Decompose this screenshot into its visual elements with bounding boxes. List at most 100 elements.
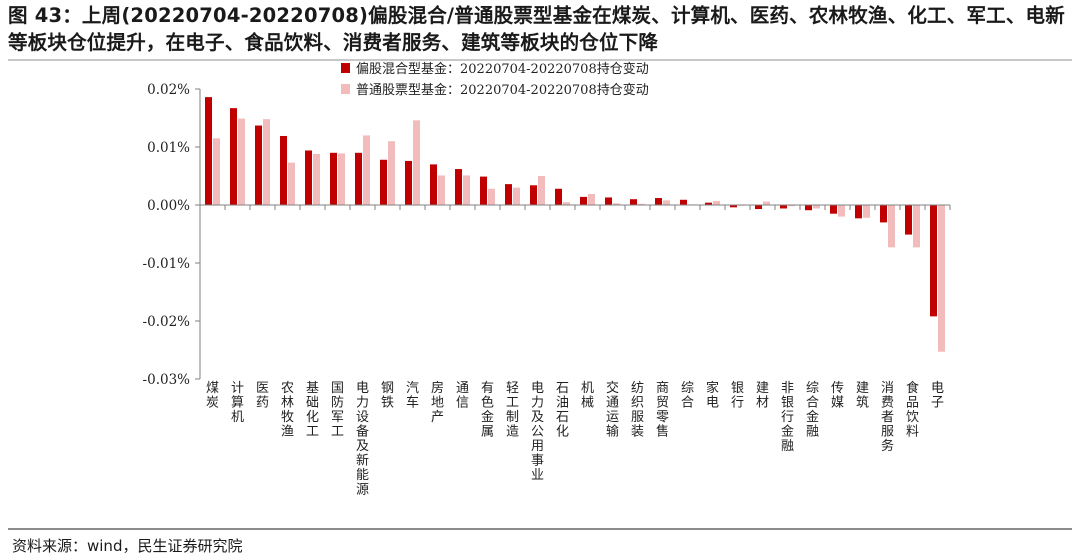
bar-series-2 (563, 202, 570, 205)
legend: 偏股混合型基金：20220704-20220708持仓变动普通股票型基金：202… (341, 61, 649, 98)
category-label: 纺织服装 (631, 381, 644, 440)
bar-series-1 (330, 152, 337, 205)
bar-series-2 (788, 205, 795, 207)
bar-series-1 (555, 188, 562, 205)
bar-series-2 (388, 141, 395, 205)
bar-series-2 (288, 162, 295, 205)
bar-series-1 (405, 160, 412, 205)
title-divider (8, 59, 1072, 61)
category-label: 机械 (581, 381, 594, 411)
y-tick-label: -0.03% (143, 372, 191, 388)
category-label: 商贸零售 (656, 381, 669, 440)
bar-series-2 (313, 153, 320, 205)
bar-series-1 (755, 205, 762, 210)
bar-series-2 (763, 201, 770, 205)
bar-series-1 (430, 164, 437, 205)
bar-series-1 (905, 205, 912, 235)
bar-series-2 (588, 193, 595, 205)
category-label: 医药 (256, 381, 269, 411)
bar-series-2 (213, 138, 220, 205)
category-label: 建筑 (856, 381, 869, 411)
bar-series-2 (338, 153, 345, 205)
bar-series-1 (255, 125, 262, 205)
bar-series-2 (663, 200, 670, 205)
bar-series-1 (230, 108, 237, 205)
legend-label-1: 偏股混合型基金：20220704-20220708持仓变动 (356, 61, 649, 77)
category-label: 非银行金融 (781, 381, 794, 454)
bar-series-1 (355, 152, 362, 205)
legend-label-2: 普通股票型基金：20220704-20220708持仓变动 (356, 82, 649, 98)
footer-divider (8, 528, 1072, 530)
category-label: 国防军工 (331, 381, 344, 440)
legend-swatch-2 (341, 84, 350, 94)
category-label: 汽车 (406, 381, 419, 411)
category-label: 电力设备及新能源 (356, 381, 369, 498)
y-tick-label: 0.00% (147, 198, 190, 214)
bar-series-2 (813, 205, 820, 209)
chart-title: 图 43：上周(20220704-20220708)偏股混合/普通股票型基金在煤… (8, 4, 1065, 54)
bar-series-2 (638, 203, 645, 205)
y-tick-label: 0.01% (147, 140, 190, 156)
bar-series-2 (913, 205, 920, 248)
bar-series-2 (488, 188, 495, 205)
category-label: 家电 (706, 380, 719, 411)
bar-series-2 (888, 205, 895, 248)
bar-series-2 (363, 135, 370, 205)
bar-series-2 (938, 205, 945, 352)
bar-series-1 (530, 185, 537, 205)
bars (205, 97, 945, 352)
category-label: 电子 (931, 381, 944, 411)
category-label: 钢铁 (381, 381, 394, 411)
bar-chart: 偏股混合型基金：20220704-20220708持仓变动普通股票型基金：202… (143, 61, 951, 498)
bar-series-1 (830, 205, 837, 214)
bar-series-1 (380, 159, 387, 205)
bar-series-1 (730, 205, 737, 208)
y-axis: 0.02% 0.01% 0.00% -0.01% -0.02% -0.03% (143, 82, 201, 388)
category-label: 综合金融 (806, 381, 819, 440)
bar-series-1 (930, 205, 937, 317)
y-tick-label: 0.02% (147, 82, 190, 98)
category-label: 房地产 (431, 380, 444, 425)
bar-series-1 (580, 196, 587, 205)
category-label: 石油石化 (556, 381, 569, 440)
category-label: 通信 (456, 381, 469, 411)
bar-series-2 (613, 203, 620, 205)
bar-series-1 (880, 205, 887, 223)
bar-series-2 (463, 175, 470, 205)
bar-series-2 (438, 175, 445, 205)
y-tick-label: -0.02% (143, 314, 191, 330)
category-labels: 煤炭计算机医药农林牧渔基础化工国防军工电力设备及新能源钢铁汽车房地产通信有色金属… (206, 380, 944, 498)
x-axis (199, 204, 951, 210)
bar-series-2 (513, 187, 520, 205)
category-label: 综合 (681, 381, 694, 411)
bar-series-1 (655, 198, 662, 205)
bar-series-1 (505, 184, 512, 205)
bar-series-1 (630, 199, 637, 205)
y-tick-label: -0.01% (143, 256, 191, 272)
bar-series-2 (238, 118, 245, 205)
category-label: 计算机 (231, 381, 244, 425)
category-label: 农林牧渔 (281, 381, 294, 440)
bar-series-2 (838, 205, 845, 217)
category-label: 基础化工 (306, 381, 319, 440)
legend-swatch-1 (341, 63, 350, 73)
bar-series-1 (455, 169, 462, 205)
bar-series-2 (863, 205, 870, 218)
category-label: 银行 (731, 381, 744, 411)
category-label: 交通运输 (606, 380, 619, 440)
bar-series-1 (305, 150, 312, 205)
bar-series-1 (205, 97, 212, 205)
category-label: 电力及公用事业 (531, 381, 544, 483)
category-label: 轻工制造 (506, 381, 519, 440)
category-label: 传媒 (831, 381, 844, 411)
bar-series-2 (263, 119, 270, 205)
bar-series-1 (805, 205, 812, 211)
bar-series-2 (713, 200, 720, 205)
source-note: 资料来源：wind，民生证券研究院 (12, 537, 243, 555)
bar-series-1 (680, 199, 687, 205)
bar-series-1 (480, 176, 487, 205)
category-label: 食品饮料 (906, 380, 919, 440)
bar-series-1 (855, 205, 862, 219)
bar-series-1 (705, 202, 712, 205)
category-label: 建材 (756, 381, 769, 411)
